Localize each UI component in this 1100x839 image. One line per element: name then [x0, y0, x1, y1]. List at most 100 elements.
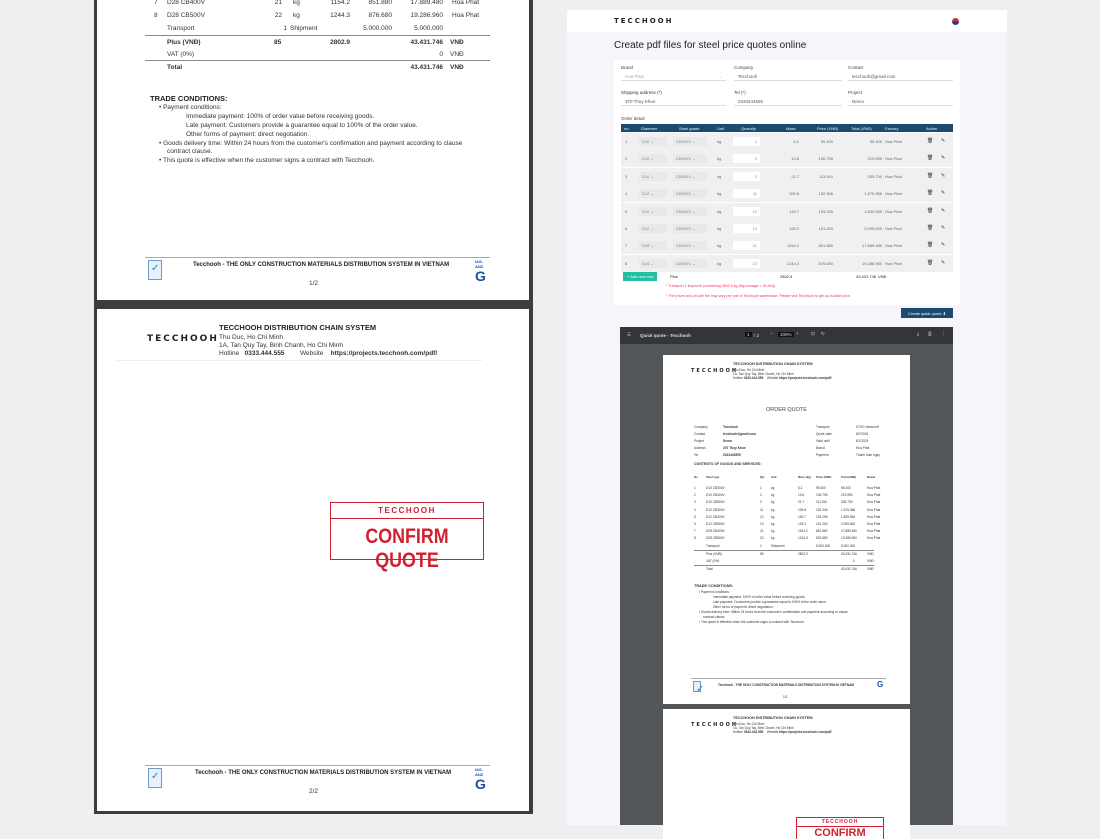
diameter-select[interactable]: D10 ⌄: [639, 154, 667, 164]
edit-icon[interactable]: ✎: [941, 190, 946, 197]
zoom-out-icon[interactable]: −: [770, 331, 773, 336]
create-quick-quote-button[interactable]: Create quick quote ⬇: [901, 308, 953, 318]
quantity-input[interactable]: 1: [733, 137, 760, 146]
delete-icon[interactable]: 🗑: [927, 225, 934, 231]
column-header: Steel type: [706, 475, 720, 479]
delete-icon[interactable]: 🗑: [927, 155, 934, 162]
menu-icon[interactable]: ☰: [627, 332, 632, 337]
cell: [694, 550, 874, 551]
app-logo[interactable]: TECCHOOH: [614, 17, 674, 25]
delete-icon[interactable]: 🗑: [927, 172, 934, 179]
steel-grade-select[interactable]: CB400V ⌄: [673, 154, 707, 164]
cell: 1244.3: [786, 260, 799, 266]
brand-select[interactable]: Hoa Phat ⌄: [621, 72, 726, 81]
project-input[interactable]: Demo: [848, 97, 953, 106]
cell: Hoa Phat: [885, 226, 902, 231]
preview-page-1: TECCHOOH TECCHOOH DISTRIBUTION CHAIN SYS…: [663, 355, 910, 704]
quantity-input[interactable]: 21: [733, 241, 760, 251]
delete-icon[interactable]: 🗑: [927, 242, 934, 249]
steel-grade-select[interactable]: CB400V ⌄: [673, 206, 707, 216]
edit-icon[interactable]: ✎: [941, 172, 946, 179]
cell: D10 CB400V: [706, 493, 725, 498]
delete-icon[interactable]: 🗑: [927, 259, 934, 266]
cell: 335.730: [867, 173, 882, 179]
website-link[interactable]: https://projects.tecchooh.com/pdf/: [330, 350, 438, 357]
cell: D28 CB400V: [706, 529, 725, 534]
cell: 2.095.600: [841, 522, 856, 526]
diameter-select[interactable]: D12 ⌄: [639, 206, 667, 216]
diameter-select[interactable]: D10 ⌄: [639, 137, 667, 146]
field-value: 370 Thuy Khue: [723, 446, 746, 450]
table-row: 7 D28 CB400V 21 kg 1154.2 851.880 17.889.480 Ho…: [663, 529, 910, 535]
cell: 1244.3: [798, 536, 808, 541]
cell: Hoa Phat: [867, 536, 881, 541]
cell: 111.910: [819, 173, 833, 179]
table-row: 7 D28 CB400V 21 kg 1154.2 851.880 17.889.480 Ho…: [97, 0, 529, 11]
pdf-viewer-toolbar: ☰ Quick quote - Tecchooh 1 / 2 − 100% + …: [620, 327, 953, 344]
edit-icon[interactable]: ✎: [941, 242, 946, 249]
quantity-input[interactable]: 12: [733, 206, 760, 216]
quantity-input[interactable]: 3: [733, 171, 760, 181]
cell: 118.7: [789, 208, 799, 214]
language-flag-icon[interactable]: [952, 18, 959, 25]
edit-icon[interactable]: ✎: [941, 155, 946, 162]
edit-icon[interactable]: ✎: [941, 207, 946, 214]
cell: 95.400: [816, 486, 826, 490]
steel-grade-select[interactable]: CB500V ⌄: [673, 171, 707, 181]
tel-input[interactable]: 0333444555: [734, 97, 842, 106]
more-options-icon[interactable]: ⋮: [941, 331, 946, 336]
quantity-input[interactable]: 22: [733, 258, 760, 268]
edit-icon[interactable]: ✎: [941, 138, 946, 144]
delete-icon[interactable]: 🗑: [927, 138, 934, 144]
print-icon[interactable]: ⎙: [928, 331, 932, 336]
rotate-icon[interactable]: ↻: [821, 331, 825, 336]
cell: 213.590: [841, 493, 853, 498]
download-icon[interactable]: ⤓: [917, 331, 919, 336]
diameter-select[interactable]: D12 ⌄: [639, 224, 667, 233]
contact-input[interactable]: tecchooh@gmail.com: [848, 72, 953, 81]
steel-grade-select[interactable]: CB300V ⌄: [673, 189, 707, 199]
shipping-address-input[interactable]: 370 Thuy Khue: [621, 97, 726, 106]
zoom-in-icon[interactable]: +: [796, 331, 799, 336]
column-header: Total (VNĐ): [841, 475, 857, 479]
steel-grade-select[interactable]: CB500V ⌄: [673, 258, 707, 268]
page-input[interactable]: 1: [745, 332, 752, 337]
quantity-input[interactable]: 11: [733, 189, 760, 199]
edit-icon[interactable]: ✎: [941, 259, 946, 266]
add-row-button[interactable]: + Add new row: [623, 272, 658, 281]
column-header: Price (VNĐ): [817, 126, 839, 131]
steel-grade-select[interactable]: CB300V ⌄: [673, 137, 707, 146]
cell: kg: [771, 529, 775, 534]
cell: kg: [771, 500, 775, 505]
diameter-select[interactable]: D28 ⌄: [639, 258, 667, 268]
cell: 21.7: [798, 500, 805, 505]
diameter-select[interactable]: D10 ⌄: [639, 171, 667, 181]
cell: VNĐ: [867, 552, 874, 556]
zoom-input[interactable]: 100%: [778, 332, 794, 337]
steel-grade-select[interactable]: CB500V ⌄: [673, 224, 707, 233]
column-header: Unit: [717, 126, 725, 131]
column-header: Price (VNĐ): [816, 475, 832, 479]
company-input[interactable]: Tecchooh: [734, 72, 842, 81]
field-label: Transport: [816, 425, 830, 429]
cell: 17.889.480: [841, 529, 857, 534]
cell: 1244.3: [330, 12, 350, 19]
diameter-select[interactable]: D28 ⌄: [639, 241, 667, 251]
cell: 2: [760, 493, 762, 498]
cell: 13.6: [791, 156, 799, 162]
field-value: 0333444555: [723, 453, 741, 457]
field-label: Tel: [694, 453, 699, 457]
quantity-input[interactable]: 2: [733, 154, 760, 164]
cell: 152.306: [818, 191, 833, 197]
diameter-select[interactable]: D12 ⌄: [639, 189, 667, 199]
fit-page-icon[interactable]: ⊡: [811, 331, 815, 336]
edit-icon[interactable]: ✎: [941, 225, 946, 231]
steel-grade-select[interactable]: CB400V ⌄: [673, 241, 707, 251]
delete-icon[interactable]: 🗑: [927, 190, 934, 197]
cell: Plus (VNĐ): [706, 552, 722, 556]
field-label: Valid until: [816, 439, 830, 443]
quantity-input[interactable]: 13: [733, 224, 760, 233]
cell: kg: [717, 173, 722, 179]
cell: 19.286.960: [861, 260, 882, 266]
delete-icon[interactable]: 🗑: [927, 207, 934, 214]
